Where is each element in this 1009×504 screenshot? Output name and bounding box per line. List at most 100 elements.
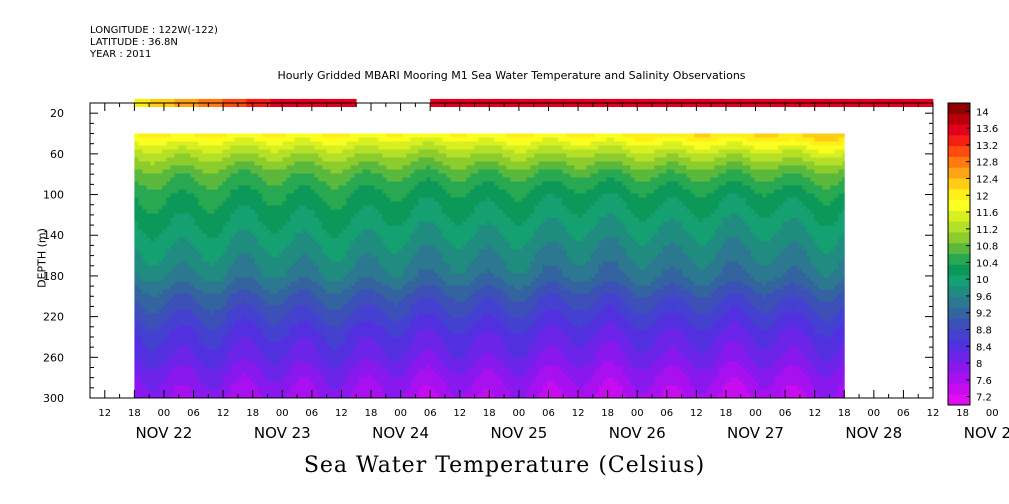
colorbar-swatch — [948, 361, 970, 374]
colorbar-swatch — [948, 189, 970, 201]
colorbar-label: 14 — [976, 107, 989, 118]
x-date-label: NOV 29 — [964, 424, 1009, 442]
x-hour-tick-label: 18 — [956, 408, 969, 419]
x-hour-tick-label: 18 — [601, 408, 614, 419]
colorbar-swatch — [948, 297, 970, 309]
x-date-label: NOV 24 — [372, 424, 429, 442]
x-date-label: NOV 25 — [490, 424, 547, 442]
y-tick-label: 180 — [43, 270, 64, 283]
colorbar-swatch — [948, 243, 970, 255]
x-hour-tick-label: 00 — [631, 408, 644, 419]
x-hour-tick-label: 12 — [808, 408, 821, 419]
x-axis-title: Sea Water Temperature (Celsius) — [303, 453, 706, 478]
colorbar-swatch — [948, 329, 970, 341]
x-hour-tick-label: 00 — [867, 408, 880, 419]
x-hour-tick-label: 18 — [720, 408, 733, 419]
colorbar-label: 12 — [976, 191, 989, 202]
y-tick-label: 140 — [43, 229, 64, 242]
year-label: YEAR : 2011 — [90, 49, 152, 60]
colorbar-swatch — [948, 286, 970, 298]
colorbar-label: 11.2 — [976, 225, 998, 236]
colorbar-swatch — [948, 103, 970, 115]
x-hour-tick-label: 12 — [453, 408, 466, 419]
x-hour-tick-label: 00 — [394, 408, 407, 419]
colorbar-label: 12.8 — [976, 158, 998, 169]
x-hour-tick-label: 12 — [927, 408, 940, 419]
y-tick-label: 260 — [43, 351, 64, 364]
y-tick-label: 20 — [50, 107, 64, 120]
colorbar-swatch — [948, 383, 970, 395]
x-date-label: NOV 27 — [727, 424, 784, 442]
colorbar-label: 9.2 — [976, 309, 992, 320]
colorbar-swatch — [948, 113, 970, 126]
colorbar-label: 12.4 — [976, 175, 998, 186]
colorbar-label: 10.8 — [976, 242, 998, 253]
latitude-label: LATITUDE : 36.8N — [90, 37, 178, 48]
colorbar-swatch — [948, 394, 970, 406]
colorbar-swatch — [948, 124, 970, 136]
colorbar-swatch — [948, 135, 970, 147]
x-hour-tick-label: 12 — [335, 408, 348, 419]
x-hour-tick-label: 00 — [986, 408, 999, 419]
x-hour-tick-label: 06 — [897, 408, 910, 419]
colorbar-label: 7.2 — [976, 393, 992, 404]
x-hour-tick-label: 18 — [246, 408, 259, 419]
longitude-label: LONGITUDE : 122W(-122) — [90, 25, 218, 36]
colorbar-swatch — [948, 156, 970, 169]
colorbar-swatch — [948, 146, 970, 158]
x-hour-tick-label: 12 — [98, 408, 111, 419]
x-hour-tick-label: 18 — [483, 408, 496, 419]
colorbar-swatch — [948, 200, 970, 212]
colorbar-label: 7.6 — [976, 376, 992, 387]
x-hour-tick-label: 18 — [128, 408, 141, 419]
x-hour-tick-label: 06 — [660, 408, 673, 419]
x-hour-tick-label: 12 — [217, 408, 230, 419]
chart-title: Hourly Gridded MBARI Mooring M1 Sea Wate… — [277, 69, 746, 82]
y-tick-label: 60 — [50, 148, 64, 161]
x-hour-tick-label: 00 — [513, 408, 526, 419]
x-date-label: NOV 26 — [609, 424, 666, 442]
x-hour-tick-label: 06 — [305, 408, 318, 419]
x-date-label: NOV 22 — [135, 424, 192, 442]
x-hour-tick-label: 00 — [276, 408, 289, 419]
colorbar-swatch — [948, 307, 970, 320]
x-hour-tick-label: 18 — [365, 408, 378, 419]
colorbar-swatch — [948, 178, 970, 190]
colorbar-label: 8 — [976, 359, 982, 370]
temperature-field — [134, 133, 845, 399]
x-hour-tick-label: 00 — [749, 408, 762, 419]
colorbar-label: 8.4 — [976, 342, 992, 353]
y-tick-label: 220 — [43, 311, 64, 324]
colorbar-label: 10 — [976, 275, 989, 286]
colorbar-swatch — [948, 275, 970, 287]
colorbar-label: 8.8 — [976, 326, 992, 337]
x-date-label: NOV 23 — [254, 424, 311, 442]
colorbar-swatch — [948, 254, 970, 266]
y-axis: 20 60 100 140 180 220 260 300 — [43, 102, 933, 405]
x-hour-tick-label: 06 — [187, 408, 200, 419]
colorbar-swatch — [948, 232, 970, 244]
x-hour-tick-label: 12 — [690, 408, 703, 419]
y-tick-label: 100 — [43, 189, 64, 202]
colorbar-swatch — [948, 221, 970, 233]
colorbar-label: 13.2 — [976, 141, 998, 152]
colorbar-label: 9.6 — [976, 292, 992, 303]
colorbar-label: 13.6 — [976, 124, 998, 135]
colorbar-swatch — [948, 210, 970, 223]
x-hour-tick-label: 12 — [572, 408, 585, 419]
x-axis: 12 18 00 06 12 18 00 06 12 18 00 06 12 18 00 06 12 18 00 06… — [89, 103, 1009, 442]
colorbar-swatch — [948, 318, 970, 330]
x-hour-tick-label: 06 — [542, 408, 555, 419]
plot-frame — [89, 102, 934, 399]
colorbar-swatch — [948, 340, 970, 352]
colorbar-swatch — [948, 372, 970, 384]
colorbar-label: 10.4 — [976, 258, 998, 269]
y-tick-label: 300 — [43, 392, 64, 405]
x-hour-tick-label: 18 — [838, 408, 851, 419]
colorbar-frame — [947, 102, 971, 406]
colorbar-label: 11.6 — [976, 208, 998, 219]
x-date-label: NOV 28 — [845, 424, 902, 442]
x-hour-tick-label: 06 — [779, 408, 792, 419]
colorbar-swatch — [948, 351, 970, 363]
